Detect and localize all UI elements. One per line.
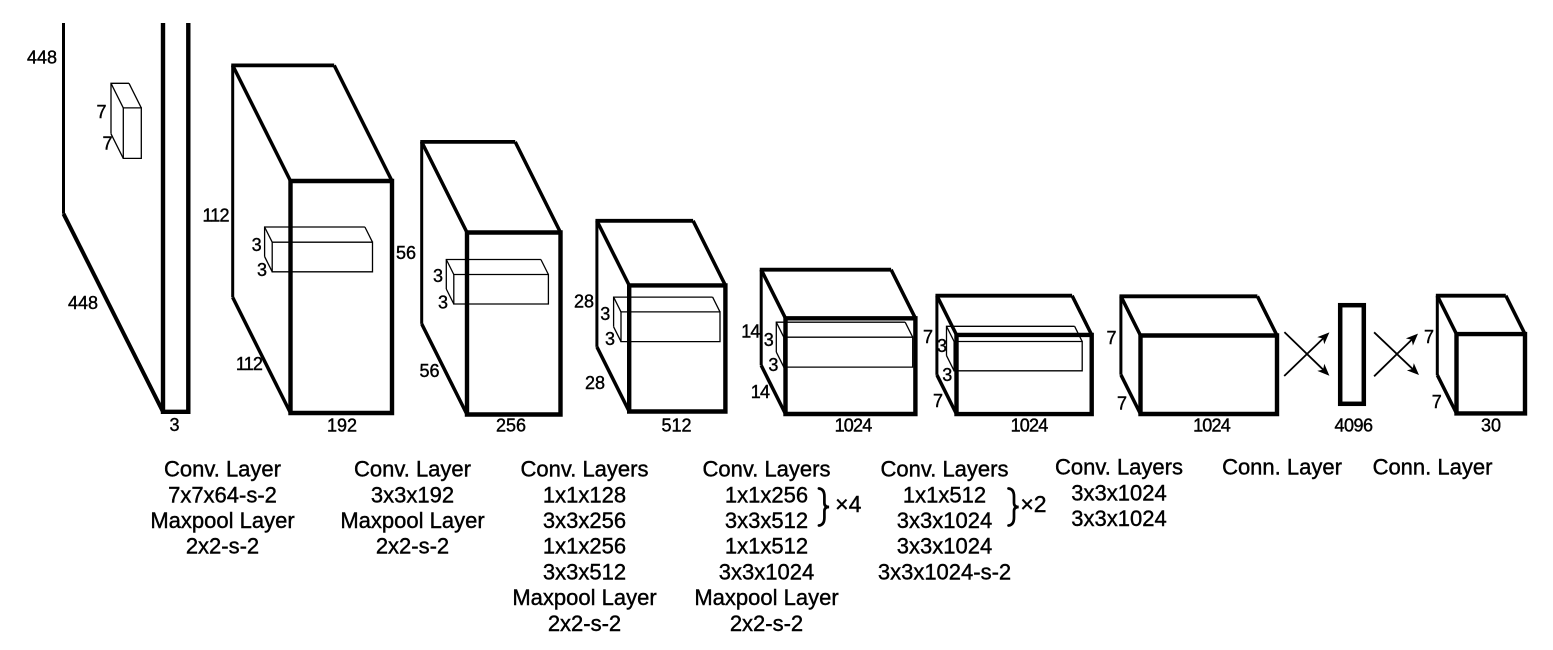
svg-text:7: 7: [102, 134, 112, 154]
svg-text:3x3x1024: 3x3x1024: [719, 559, 814, 584]
svg-text:3x3x512: 3x3x512: [725, 508, 808, 533]
svg-text:3x3x192: 3x3x192: [371, 482, 454, 507]
svg-text:3: 3: [605, 329, 615, 349]
svg-text:Maxpool Layer: Maxpool Layer: [150, 508, 294, 533]
svg-text:3x3x1024: 3x3x1024: [897, 508, 992, 533]
svg-text:Maxpool Layer: Maxpool Layer: [512, 585, 656, 610]
svg-text:7: 7: [1432, 392, 1442, 412]
svg-text:14: 14: [741, 322, 760, 342]
svg-text:Maxpool Layer: Maxpool Layer: [340, 508, 484, 533]
svg-text:448: 448: [68, 293, 98, 313]
svg-text:1x1x256: 1x1x256: [725, 482, 808, 507]
svg-text:Conn. Layer: Conn. Layer: [1222, 455, 1342, 480]
svg-text:1024: 1024: [835, 416, 873, 436]
svg-text:Conv. Layers: Conv. Layers: [881, 457, 1009, 482]
svg-text:3: 3: [600, 304, 610, 324]
svg-text:2x2-s-2: 2x2-s-2: [730, 611, 803, 636]
svg-text:112: 112: [236, 354, 263, 374]
svg-text:3x3x1024: 3x3x1024: [897, 534, 992, 559]
svg-text:1x1x128: 1x1x128: [543, 482, 626, 507]
svg-text:Conn. Layer: Conn. Layer: [1373, 455, 1493, 480]
svg-text:7: 7: [1424, 327, 1434, 347]
svg-text:3: 3: [764, 330, 774, 350]
svg-text:7: 7: [1117, 394, 1127, 414]
svg-text:3: 3: [433, 266, 443, 286]
svg-text:192: 192: [327, 416, 357, 436]
svg-text:7: 7: [96, 102, 106, 122]
svg-text:56: 56: [419, 361, 439, 381]
svg-text:3: 3: [252, 235, 262, 255]
svg-text:3: 3: [937, 336, 947, 356]
svg-text:56: 56: [396, 243, 416, 263]
svg-text:4096: 4096: [1334, 416, 1373, 436]
svg-text:3: 3: [169, 415, 179, 435]
svg-text:3x3x1024: 3x3x1024: [1071, 480, 1166, 505]
svg-text:1x1x512: 1x1x512: [903, 482, 986, 507]
svg-text:3: 3: [438, 293, 448, 313]
svg-text:Conv. Layer: Conv. Layer: [354, 457, 471, 482]
svg-text:×4: ×4: [835, 491, 861, 517]
svg-text:28: 28: [574, 292, 594, 312]
svg-text:7: 7: [923, 327, 933, 347]
svg-text:30: 30: [1481, 416, 1501, 436]
svg-text:256: 256: [496, 416, 526, 436]
svg-text:1024: 1024: [1011, 416, 1049, 436]
svg-text:Conv. Layers: Conv. Layers: [521, 457, 649, 482]
svg-text:2x2-s-2: 2x2-s-2: [548, 611, 621, 636]
svg-text:1x1x512: 1x1x512: [725, 534, 808, 559]
svg-text:3: 3: [942, 365, 952, 385]
svg-text:14: 14: [751, 382, 770, 402]
svg-text:112: 112: [202, 206, 229, 226]
svg-text:Conv. Layers: Conv. Layers: [703, 457, 831, 482]
svg-text:2x2-s-2: 2x2-s-2: [376, 534, 449, 559]
svg-text:3x3x1024-s-2: 3x3x1024-s-2: [878, 559, 1011, 584]
svg-text:2x2-s-2: 2x2-s-2: [186, 534, 259, 559]
svg-text:3x3x1024: 3x3x1024: [1071, 506, 1166, 531]
svg-text:1x1x256: 1x1x256: [543, 534, 626, 559]
svg-text:3x3x512: 3x3x512: [543, 559, 626, 584]
svg-text:7: 7: [933, 391, 943, 411]
svg-text:3x3x256: 3x3x256: [543, 508, 626, 533]
svg-text:1024: 1024: [1193, 416, 1231, 436]
svg-text:512: 512: [661, 416, 691, 436]
svg-text:448: 448: [27, 48, 57, 68]
svg-text:7: 7: [1106, 328, 1116, 348]
svg-text:3: 3: [257, 260, 267, 280]
svg-text:×2: ×2: [1020, 491, 1046, 517]
svg-text:Maxpool Layer: Maxpool Layer: [694, 585, 838, 610]
svg-text:Conv. Layer: Conv. Layer: [164, 457, 281, 482]
svg-text:7x7x64-s-2: 7x7x64-s-2: [168, 482, 277, 507]
svg-text:3: 3: [768, 355, 778, 375]
svg-text:Conv. Layers: Conv. Layers: [1055, 455, 1183, 480]
svg-text:28: 28: [585, 373, 605, 393]
